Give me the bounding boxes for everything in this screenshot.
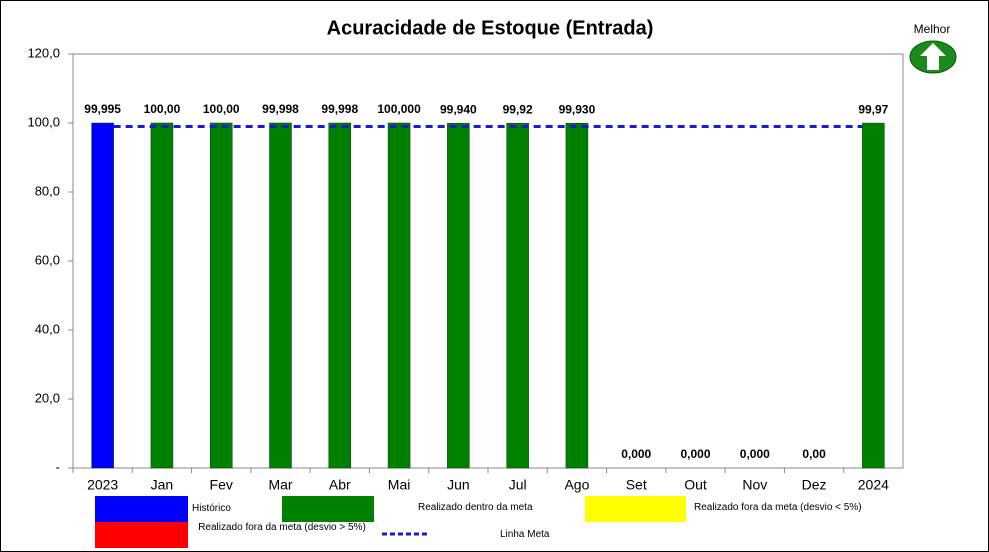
x-tick-label: Out xyxy=(684,477,707,493)
legend-label: Linha Meta xyxy=(500,529,550,540)
y-tick-label: 120,0 xyxy=(27,45,60,60)
y-tick-label: 80,0 xyxy=(35,183,60,198)
data-label: 100,000 xyxy=(377,102,421,116)
x-tick-label: Jan xyxy=(151,477,174,493)
data-label: 99,940 xyxy=(440,102,477,116)
indicator-icon xyxy=(909,40,957,74)
legend-label: Realizado dentro da meta xyxy=(418,502,533,513)
y-tick-label: 100,0 xyxy=(27,114,60,129)
x-tick-label: Jun xyxy=(447,477,470,493)
legend-label: Realizado fora da meta (desvio < 5%) xyxy=(694,502,862,513)
x-tick-label: Mar xyxy=(268,477,292,493)
bar xyxy=(209,122,233,469)
data-label: 99,92 xyxy=(503,102,533,116)
x-tick-label: Nov xyxy=(742,477,767,493)
data-label: 99,998 xyxy=(321,102,358,116)
legend-swatch xyxy=(585,496,686,522)
x-tick-label: Dez xyxy=(802,477,827,493)
bar xyxy=(447,122,470,469)
chart-title: Acuracidade de Estoque (Entrada) xyxy=(327,17,654,39)
legend-swatch xyxy=(282,496,374,522)
bar xyxy=(269,122,292,469)
bar xyxy=(387,122,411,469)
y-tick-label: 60,0 xyxy=(35,252,60,267)
data-label: 0,00 xyxy=(802,447,826,461)
bar xyxy=(328,122,352,469)
data-label: 0,000 xyxy=(621,447,651,461)
x-tick-label: Set xyxy=(626,477,647,493)
data-label: 99,995 xyxy=(84,102,121,116)
bar xyxy=(91,122,114,469)
x-tick-label: Fev xyxy=(210,477,233,493)
bar xyxy=(150,122,174,469)
legend-label: Realizado fora da meta (desvio > 5%) xyxy=(198,522,366,533)
legend-swatch xyxy=(95,522,188,548)
y-tick-label: - xyxy=(56,459,60,474)
data-label: 99,97 xyxy=(858,102,888,116)
x-tick-label: Abr xyxy=(329,477,351,493)
bar xyxy=(506,123,529,469)
x-tick-label: 2024 xyxy=(858,477,889,493)
indicator-label: Melhor xyxy=(914,22,951,36)
data-label: 0,000 xyxy=(680,447,710,461)
legend-label: Histórico xyxy=(192,503,231,514)
legend-swatch xyxy=(95,496,188,522)
x-tick-label: Ago xyxy=(564,477,589,493)
data-label: 99,930 xyxy=(559,102,596,116)
y-tick-label: 20,0 xyxy=(35,390,60,405)
bar xyxy=(862,122,885,469)
data-label: 100,00 xyxy=(203,102,240,116)
x-tick-label: 2023 xyxy=(87,477,118,493)
data-label: 99,998 xyxy=(262,102,299,116)
bar xyxy=(565,122,589,469)
data-label: 100,00 xyxy=(144,102,181,116)
x-tick-label: Mai xyxy=(388,477,411,493)
data-label: 0,000 xyxy=(740,447,770,461)
x-tick-label: Jul xyxy=(509,477,527,493)
y-tick-label: 40,0 xyxy=(35,321,60,336)
